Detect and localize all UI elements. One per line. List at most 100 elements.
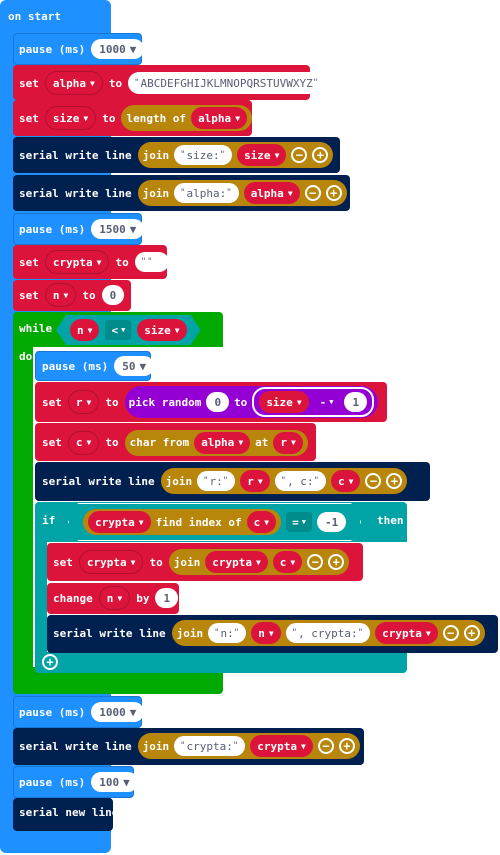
find-index-block[interactable]: crypta ▼ find index of c ▼ — [83, 509, 281, 535]
variable-alpha[interactable]: alpha ▼ — [243, 182, 300, 204]
serial-write-line-label: serial write line — [19, 186, 132, 200]
number-zero[interactable]: 0 — [101, 285, 125, 305]
add-else-button[interactable]: + — [42, 654, 58, 670]
number-one[interactable]: 1 — [155, 588, 179, 608]
to-label: to — [82, 288, 96, 302]
variable-crypta[interactable]: crypta ▼ — [88, 511, 151, 533]
string-alpha[interactable]: " alpha: " — [174, 183, 239, 203]
variable-c[interactable]: c ▼ — [247, 511, 276, 533]
set-label: set — [19, 111, 39, 125]
pick-random-block[interactable]: pick random 0 to size ▼ - ▼ 1 — [124, 386, 379, 418]
remove-item-button[interactable]: − — [317, 738, 334, 754]
length-of-block[interactable]: length of alpha ▼ — [121, 105, 253, 131]
string-c[interactable]: ", c: " — [274, 471, 326, 491]
variable-size[interactable]: size ▼ — [137, 319, 186, 341]
number-one[interactable]: 1 — [344, 392, 368, 412]
join-block[interactable]: join " size: " size ▼ − + — [137, 142, 334, 168]
to-label: to — [102, 111, 116, 125]
variable-crypta[interactable]: crypta ▼ — [205, 551, 268, 573]
to-label: to — [115, 255, 129, 269]
add-item-button[interactable]: + — [463, 625, 480, 641]
serial-write-line-label: serial write line — [19, 148, 132, 162]
string-size[interactable]: " size: " — [174, 145, 233, 165]
remove-item-button[interactable]: − — [291, 147, 308, 163]
pause-value-dropdown[interactable]: 50 ▼ — [114, 356, 155, 376]
subtract-block[interactable]: size ▼ - ▼ 1 — [252, 387, 375, 417]
join-block[interactable]: join " n: " n ▼ ", crypta: " crypta ▼ − + — [171, 620, 485, 646]
variable-dropdown-n[interactable]: n ▼ — [98, 586, 131, 610]
variable-dropdown-crypta[interactable]: crypta ▼ — [44, 250, 110, 274]
char-from-block[interactable]: char from alpha ▼ at r ▼ — [124, 429, 308, 456]
string-empty[interactable]: " " — [134, 252, 169, 272]
string-n[interactable]: " n: " — [208, 623, 247, 643]
join-block[interactable]: join " crypta: " crypta ▼ − + — [137, 733, 360, 759]
join-block[interactable]: join " alpha: " alpha ▼ − + — [137, 180, 347, 206]
pause-value-dropdown[interactable]: 1000 ▼ — [91, 702, 145, 722]
add-item-button[interactable]: + — [338, 738, 355, 754]
char-from-label: char from — [129, 436, 190, 449]
to-label: to — [108, 76, 123, 90]
pause-value-dropdown[interactable]: 1500 ▼ — [91, 219, 145, 239]
join-label: join — [142, 186, 170, 200]
join-block[interactable]: join " r: " r ▼ ", c: " c ▼ − + — [160, 468, 408, 494]
variable-crypta[interactable]: crypta ▼ — [250, 735, 313, 757]
variable-crypta[interactable]: crypta ▼ — [375, 622, 438, 644]
add-item-button[interactable]: + — [328, 554, 345, 570]
pick-random-label: pick random — [128, 395, 202, 409]
variable-dropdown-crypta[interactable]: crypta ▼ — [78, 550, 144, 574]
serial-new-line-block[interactable] — [13, 798, 113, 831]
do-label: do — [19, 350, 33, 363]
join-block[interactable]: join crypta ▼ c ▼ − + — [168, 549, 350, 575]
pause-label: pause (ms) — [19, 705, 86, 719]
add-item-button[interactable]: + — [325, 185, 342, 201]
join-label: join — [142, 148, 170, 162]
find-index-compare-block[interactable]: crypta ▼ find index of c ▼ = ▼ -1 — [68, 503, 361, 541]
variable-dropdown-r[interactable]: r ▼ — [67, 390, 100, 414]
change-label: change — [53, 591, 93, 605]
to-label: to — [149, 555, 163, 569]
by-label: by — [136, 591, 150, 605]
pause-value-dropdown[interactable]: 100 ▼ — [91, 772, 138, 792]
remove-item-button[interactable]: − — [365, 473, 382, 489]
add-item-button[interactable]: + — [312, 147, 329, 163]
variable-dropdown-n[interactable]: n ▼ — [44, 283, 77, 307]
variable-n[interactable]: n ▼ — [70, 319, 99, 341]
set-label: set — [19, 255, 39, 269]
set-label: set — [19, 76, 39, 90]
math-operator-dropdown[interactable]: - ▼ — [319, 395, 334, 409]
string-alphabet[interactable]: " ABCDEFGHIJKLMNOPQRSTUVWXYZ " — [128, 72, 326, 94]
join-label: join — [173, 555, 201, 569]
string-crypta[interactable]: ", crypta: " — [285, 623, 371, 643]
variable-n[interactable]: n ▼ — [251, 622, 281, 644]
variable-c[interactable]: c ▼ — [272, 551, 303, 573]
string-crypta[interactable]: " crypta: " — [174, 736, 246, 756]
pause-label: pause (ms) — [19, 42, 86, 56]
number-neg-one[interactable]: -1 — [317, 512, 346, 532]
string-r[interactable]: " r: " — [197, 471, 236, 491]
pause-value-dropdown[interactable]: 1000 ▼ — [91, 39, 145, 59]
to-label: to — [234, 395, 248, 409]
serial-write-line-label: serial write line — [19, 739, 132, 753]
if-label: if — [42, 514, 56, 527]
variable-alpha[interactable]: alpha ▼ — [191, 107, 248, 129]
variable-r[interactable]: r ▼ — [240, 470, 270, 492]
serial-write-line-label: serial write line — [53, 626, 166, 640]
length-of-label: length of — [126, 111, 187, 125]
add-item-button[interactable]: + — [386, 473, 403, 489]
compare-block[interactable]: n ▼ < ▼ size ▼ — [56, 315, 201, 345]
variable-dropdown-alpha[interactable]: alpha ▼ — [44, 71, 103, 95]
variable-dropdown-size[interactable]: size ▼ — [44, 106, 97, 130]
variable-size[interactable]: size ▼ — [259, 391, 309, 413]
operator-dropdown[interactable]: < ▼ — [105, 320, 131, 340]
variable-size[interactable]: size ▼ — [237, 144, 287, 166]
random-min-value[interactable]: 0 — [206, 392, 230, 412]
variable-r[interactable]: r ▼ — [273, 431, 303, 454]
variable-alpha[interactable]: alpha ▼ — [194, 431, 251, 454]
variable-dropdown-c[interactable]: c ▼ — [67, 430, 100, 455]
remove-item-button[interactable]: − — [442, 625, 459, 641]
on-start-header: on start — [8, 10, 61, 23]
remove-item-button[interactable]: − — [304, 185, 321, 201]
operator-dropdown[interactable]: = ▼ — [286, 512, 312, 532]
remove-item-button[interactable]: − — [307, 554, 324, 570]
variable-c[interactable]: c ▼ — [330, 470, 361, 492]
